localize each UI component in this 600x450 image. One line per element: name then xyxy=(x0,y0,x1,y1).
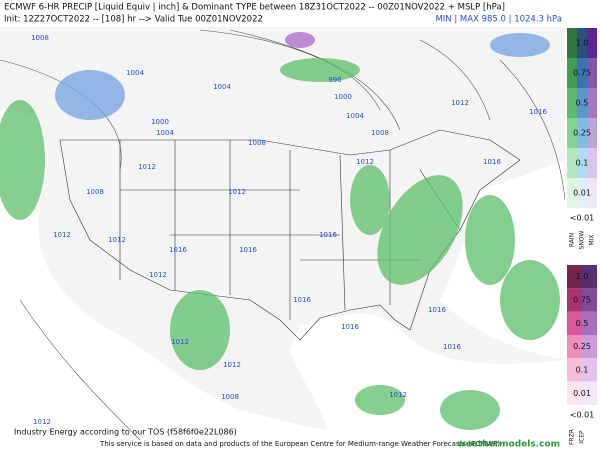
isobar-label: 1012 xyxy=(171,338,189,346)
isobar-label: 1012 xyxy=(228,188,246,196)
legend-swatch xyxy=(577,148,587,178)
legend-swatch xyxy=(567,148,577,178)
isobar-label: 1016 xyxy=(443,343,461,351)
isobar-label: 1012 xyxy=(108,236,126,244)
footer-source: This service is based on data and produc… xyxy=(99,440,500,448)
legend-label: 0.25 xyxy=(573,342,591,351)
legend-swatch xyxy=(587,88,597,118)
isobar-label: 1012 xyxy=(389,391,407,399)
map xyxy=(0,27,566,441)
isobar-label: 1016 xyxy=(293,296,311,304)
legend-swatch xyxy=(567,28,577,58)
isobar-label: 1016 xyxy=(239,246,257,254)
legend-label: 0.75 xyxy=(573,69,591,78)
isobar-label: 1008 xyxy=(248,139,266,147)
isobar-label: 1000 xyxy=(334,93,352,101)
isobar-labels: 1008 1004 1000 1004 1004 996 1000 1004 1008 1012 1… xyxy=(31,34,547,426)
isobar-label: 1016 xyxy=(529,108,547,116)
legend-label: 0.5 xyxy=(576,99,589,108)
legend-swatch xyxy=(577,88,587,118)
legend-type: FRZR xyxy=(569,429,576,445)
legend-label: 0.1 xyxy=(576,159,589,168)
legend-swatch xyxy=(577,58,587,88)
isobar-label: 1012 xyxy=(53,231,71,239)
isobar-label: 1012 xyxy=(138,163,156,171)
legend-swatch xyxy=(582,288,597,312)
legend-swatch xyxy=(567,311,582,335)
precip-snow xyxy=(55,32,550,120)
isobar-label: 1008 xyxy=(221,393,239,401)
isobar-label: 1016 xyxy=(483,158,501,166)
footer-brand: weathermodels.com xyxy=(457,440,560,450)
legend-swatch xyxy=(587,178,597,208)
legend-swatch xyxy=(587,118,597,148)
isobar-label: 1012 xyxy=(149,271,167,279)
legend-swatch xyxy=(587,58,597,88)
pacific-ocean xyxy=(0,109,330,440)
isobar-label: 1016 xyxy=(341,323,359,331)
legend-label: 0.5 xyxy=(576,319,589,328)
us-outline xyxy=(59,129,521,341)
legend-swatch xyxy=(567,118,577,148)
legend-swatch xyxy=(567,335,582,359)
legend-label: 1.0 xyxy=(576,39,589,48)
legend-swatch xyxy=(582,358,597,382)
isobar-label: 996 xyxy=(328,76,342,84)
isobar-label: 1016 xyxy=(319,231,337,239)
legend-swatch xyxy=(582,265,597,289)
legend-swatch xyxy=(582,311,597,335)
legend: 1.0 0.75 0.5 0.25 0.1 0.01 <0.01 RAIN SNOW MIX 1.0… xyxy=(565,27,600,445)
legend-label: 0.01 xyxy=(573,189,591,198)
legend-swatch xyxy=(567,358,582,382)
legend-swatch xyxy=(587,148,597,178)
legend-label: 0.25 xyxy=(573,129,591,138)
isobar-label: 1016 xyxy=(169,246,187,254)
legend-label: 0.75 xyxy=(573,296,591,305)
legend-swatch xyxy=(577,178,587,208)
isobar-label: 1016 xyxy=(428,306,446,314)
legend-swatch xyxy=(582,335,597,359)
legend-swatch xyxy=(567,178,577,208)
legend-swatch xyxy=(567,58,577,88)
legend-swatch xyxy=(587,28,597,58)
isobar-label: 1000 xyxy=(151,118,169,126)
isobar-label: 1012 xyxy=(356,158,374,166)
legend-swatch xyxy=(567,265,582,289)
isobar-label: 1004 xyxy=(213,83,231,91)
footer-credit: Industry Energy according to our TOS (f5… xyxy=(14,428,237,437)
header-init: Init: 12Z27OCT2022 -- [108] hr --> Valid… xyxy=(4,15,263,25)
legend-swatch xyxy=(577,118,587,148)
isobar-label: 1012 xyxy=(223,361,241,369)
legend-below-label: <0.01 xyxy=(570,411,595,420)
legend-swatch xyxy=(567,88,577,118)
legend-type: SNOW xyxy=(579,230,586,249)
isobar-label: 1004 xyxy=(126,69,144,77)
isobar-label: 1008 xyxy=(371,129,389,137)
legend-below-label: <0.01 xyxy=(570,214,595,223)
legend-type: MIX xyxy=(589,234,596,245)
legend-swatch xyxy=(582,381,597,405)
legend-label: 1.0 xyxy=(576,272,589,281)
isobar-label: 1012 xyxy=(451,99,469,107)
precip-rain xyxy=(0,58,560,430)
header-title: ECMWF 6-HR PRECIP [Liquid Equiv | inch] … xyxy=(4,3,505,13)
legend-type: ICEP xyxy=(579,430,586,444)
isobar-label: 1008 xyxy=(86,188,104,196)
legend-label: 0.1 xyxy=(576,366,589,375)
isobar-label: 1004 xyxy=(156,129,174,137)
legend-type: RAIN xyxy=(569,233,576,247)
header-minmax: MIN | MAX 985.0 | 1024.3 hPa xyxy=(435,15,562,25)
legend-label: 0.01 xyxy=(573,389,591,398)
legend-swatch xyxy=(567,288,582,312)
legend-swatch xyxy=(567,381,582,405)
isobar-label: 1008 xyxy=(31,34,49,42)
legend-swatch xyxy=(577,28,587,58)
isobar-label: 1004 xyxy=(346,112,364,120)
isobar-label: 1012 xyxy=(33,418,51,426)
